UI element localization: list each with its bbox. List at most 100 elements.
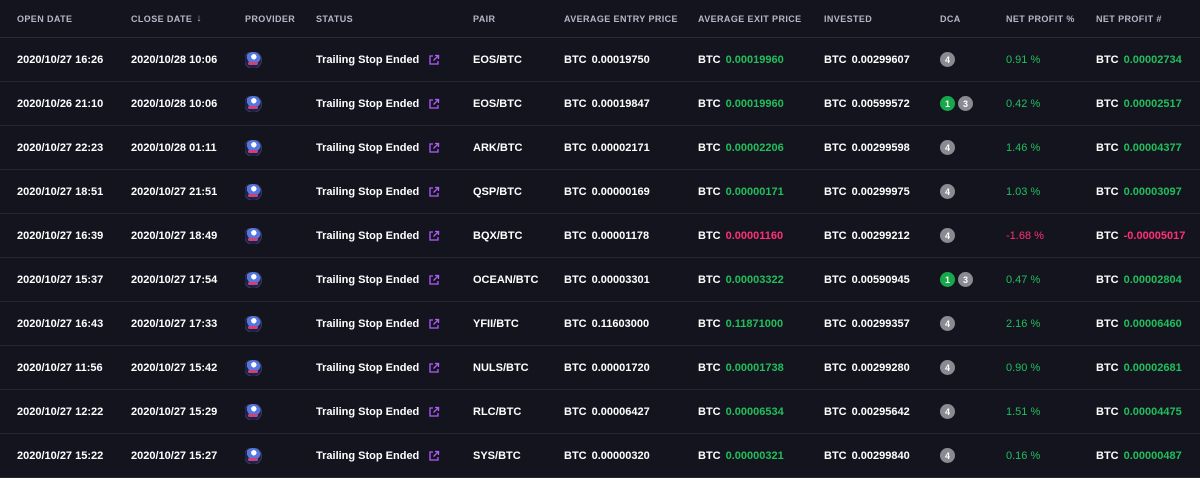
status-cell: Trailing Stop Ended bbox=[316, 142, 473, 154]
status-text: Trailing Stop Ended bbox=[316, 449, 420, 462]
provider-avatar-icon[interactable] bbox=[245, 271, 261, 288]
status-cell: Trailing Stop Ended bbox=[316, 274, 473, 286]
provider-cell bbox=[245, 227, 316, 244]
invested-value: 0.00299598 bbox=[851, 141, 910, 154]
provider-avatar-icon[interactable] bbox=[245, 51, 261, 68]
table-row[interactable]: 2020/10/27 18:51 2020/10/27 21:51 Trailing… bbox=[0, 170, 1200, 214]
external-link-icon[interactable] bbox=[428, 98, 440, 110]
header-pair[interactable]: PAIR bbox=[473, 14, 564, 24]
header-net-profit-pct[interactable]: NET PROFIT % bbox=[1006, 14, 1096, 24]
table-row[interactable]: 2020/10/27 16:26 2020/10/28 10:06 Trailing… bbox=[0, 38, 1200, 82]
header-status[interactable]: STATUS bbox=[316, 14, 473, 24]
table-row[interactable]: 2020/10/27 22:23 2020/10/28 01:11 Trailing… bbox=[0, 126, 1200, 170]
provider-avatar-icon[interactable] bbox=[245, 447, 261, 464]
external-link-icon[interactable] bbox=[428, 406, 440, 418]
table-row[interactable]: 2020/10/27 12:22 2020/10/27 15:29 Trailing… bbox=[0, 390, 1200, 434]
avg-exit-price: BTC 0.00006534 bbox=[698, 406, 824, 418]
avg-exit-value: 0.00019960 bbox=[725, 53, 784, 66]
provider-avatar-icon[interactable] bbox=[245, 403, 261, 420]
header-close-date-label: CLOSE DATE bbox=[131, 13, 193, 24]
header-invested[interactable]: INVESTED bbox=[824, 14, 940, 24]
provider-avatar-icon[interactable] bbox=[245, 227, 261, 244]
currency-label: BTC bbox=[1096, 449, 1119, 462]
net-profit-num-value: 0.00004475 bbox=[1123, 405, 1182, 418]
currency-label: BTC bbox=[824, 53, 847, 66]
invested: BTC 0.00299212 bbox=[824, 230, 940, 242]
avg-entry-value: 0.00003301 bbox=[591, 273, 650, 286]
open-date: 2020/10/27 16:39 bbox=[17, 229, 104, 242]
avg-exit-value: 0.00006534 bbox=[725, 405, 784, 418]
table-row[interactable]: 2020/10/27 15:22 2020/10/27 15:27 Trailing… bbox=[0, 434, 1200, 478]
avg-entry-value: 0.00000320 bbox=[591, 449, 650, 462]
provider-avatar-icon[interactable] bbox=[245, 95, 261, 112]
currency-label: BTC bbox=[698, 317, 721, 330]
open-date: 2020/10/27 15:22 bbox=[17, 449, 104, 462]
table-row[interactable]: 2020/10/26 21:10 2020/10/28 10:06 Trailing… bbox=[0, 82, 1200, 126]
dca-badge: 4 bbox=[940, 448, 955, 463]
header-provider[interactable]: PROVIDER bbox=[245, 14, 316, 24]
status-text: Trailing Stop Ended bbox=[316, 273, 420, 286]
provider-avatar-icon[interactable] bbox=[245, 183, 261, 200]
header-avg-entry[interactable]: AVERAGE ENTRY PRICE bbox=[564, 14, 698, 24]
status-text: Trailing Stop Ended bbox=[316, 405, 420, 418]
provider-cell bbox=[245, 447, 316, 464]
currency-label: BTC bbox=[824, 141, 847, 154]
external-link-icon[interactable] bbox=[428, 54, 440, 66]
external-link-icon[interactable] bbox=[428, 318, 440, 330]
net-profit-num-value: 0.00002804 bbox=[1123, 273, 1182, 286]
avg-exit-price: BTC 0.11871000 bbox=[698, 318, 824, 330]
external-link-icon[interactable] bbox=[428, 274, 440, 286]
status-text: Trailing Stop Ended bbox=[316, 185, 420, 198]
status-text: Trailing Stop Ended bbox=[316, 317, 420, 330]
external-link-icon[interactable] bbox=[428, 186, 440, 198]
status-cell: Trailing Stop Ended bbox=[316, 362, 473, 374]
currency-label: BTC bbox=[698, 361, 721, 374]
external-link-icon[interactable] bbox=[428, 230, 440, 242]
net-profit-num-value: 0.00003097 bbox=[1123, 185, 1182, 198]
currency-label: BTC bbox=[1096, 141, 1119, 154]
status-text: Trailing Stop Ended bbox=[316, 141, 420, 154]
net-profit-pct: 1.46 % bbox=[1006, 141, 1041, 154]
open-date: 2020/10/27 15:37 bbox=[17, 273, 104, 286]
pair: RLC/BTC bbox=[473, 405, 522, 418]
header-dca-label: DCA bbox=[940, 13, 961, 24]
open-date: 2020/10/27 22:23 bbox=[17, 141, 104, 154]
currency-label: BTC bbox=[824, 229, 847, 242]
table-row[interactable]: 2020/10/27 11:56 2020/10/27 15:42 Trailing… bbox=[0, 346, 1200, 390]
header-avg-exit[interactable]: AVERAGE EXIT PRICE bbox=[698, 14, 824, 24]
external-link-icon[interactable] bbox=[428, 362, 440, 374]
currency-label: BTC bbox=[1096, 53, 1119, 66]
avg-exit-value: 0.00001160 bbox=[725, 229, 784, 242]
header-dca[interactable]: DCA bbox=[940, 14, 1006, 24]
status-cell: Trailing Stop Ended bbox=[316, 54, 473, 66]
invested: BTC 0.00299280 bbox=[824, 362, 940, 374]
avg-entry-price: BTC 0.00019847 bbox=[564, 98, 698, 110]
header-open-date[interactable]: OPEN DATE bbox=[0, 14, 131, 24]
header-net-profit-num[interactable]: NET PROFIT # bbox=[1096, 14, 1200, 24]
header-close-date[interactable]: CLOSE DATE ↓ bbox=[131, 13, 245, 24]
table-row[interactable]: 2020/10/27 16:43 2020/10/27 17:33 Trailing… bbox=[0, 302, 1200, 346]
table-row[interactable]: 2020/10/27 16:39 2020/10/27 18:49 Trailing… bbox=[0, 214, 1200, 258]
net-profit-num-value: 0.00004377 bbox=[1123, 141, 1182, 154]
avg-exit-price: BTC 0.00002206 bbox=[698, 142, 824, 154]
close-date: 2020/10/28 10:06 bbox=[131, 53, 218, 66]
currency-label: BTC bbox=[824, 185, 847, 198]
provider-avatar-icon[interactable] bbox=[245, 315, 261, 332]
dca-cell: 4 bbox=[940, 448, 1006, 463]
external-link-icon[interactable] bbox=[428, 142, 440, 154]
pair: OCEAN/BTC bbox=[473, 273, 539, 286]
header-provider-label: PROVIDER bbox=[245, 13, 296, 24]
currency-label: BTC bbox=[564, 97, 587, 110]
currency-label: BTC bbox=[698, 229, 721, 242]
provider-avatar-icon[interactable] bbox=[245, 139, 261, 156]
currency-label: BTC bbox=[564, 53, 587, 66]
external-link-icon[interactable] bbox=[428, 450, 440, 462]
arrow-down-icon[interactable]: ↓ bbox=[196, 13, 202, 24]
provider-avatar-icon[interactable] bbox=[245, 359, 261, 376]
avg-entry-value: 0.00000169 bbox=[591, 185, 650, 198]
table-body: 2020/10/27 16:26 2020/10/28 10:06 Trailing… bbox=[0, 38, 1200, 478]
avg-entry-value: 0.00002171 bbox=[591, 141, 650, 154]
table-header: OPEN DATE CLOSE DATE ↓ PROVIDER STATUS PA… bbox=[0, 0, 1200, 38]
table-row[interactable]: 2020/10/27 15:37 2020/10/27 17:54 Trailing… bbox=[0, 258, 1200, 302]
status-cell: Trailing Stop Ended bbox=[316, 230, 473, 242]
